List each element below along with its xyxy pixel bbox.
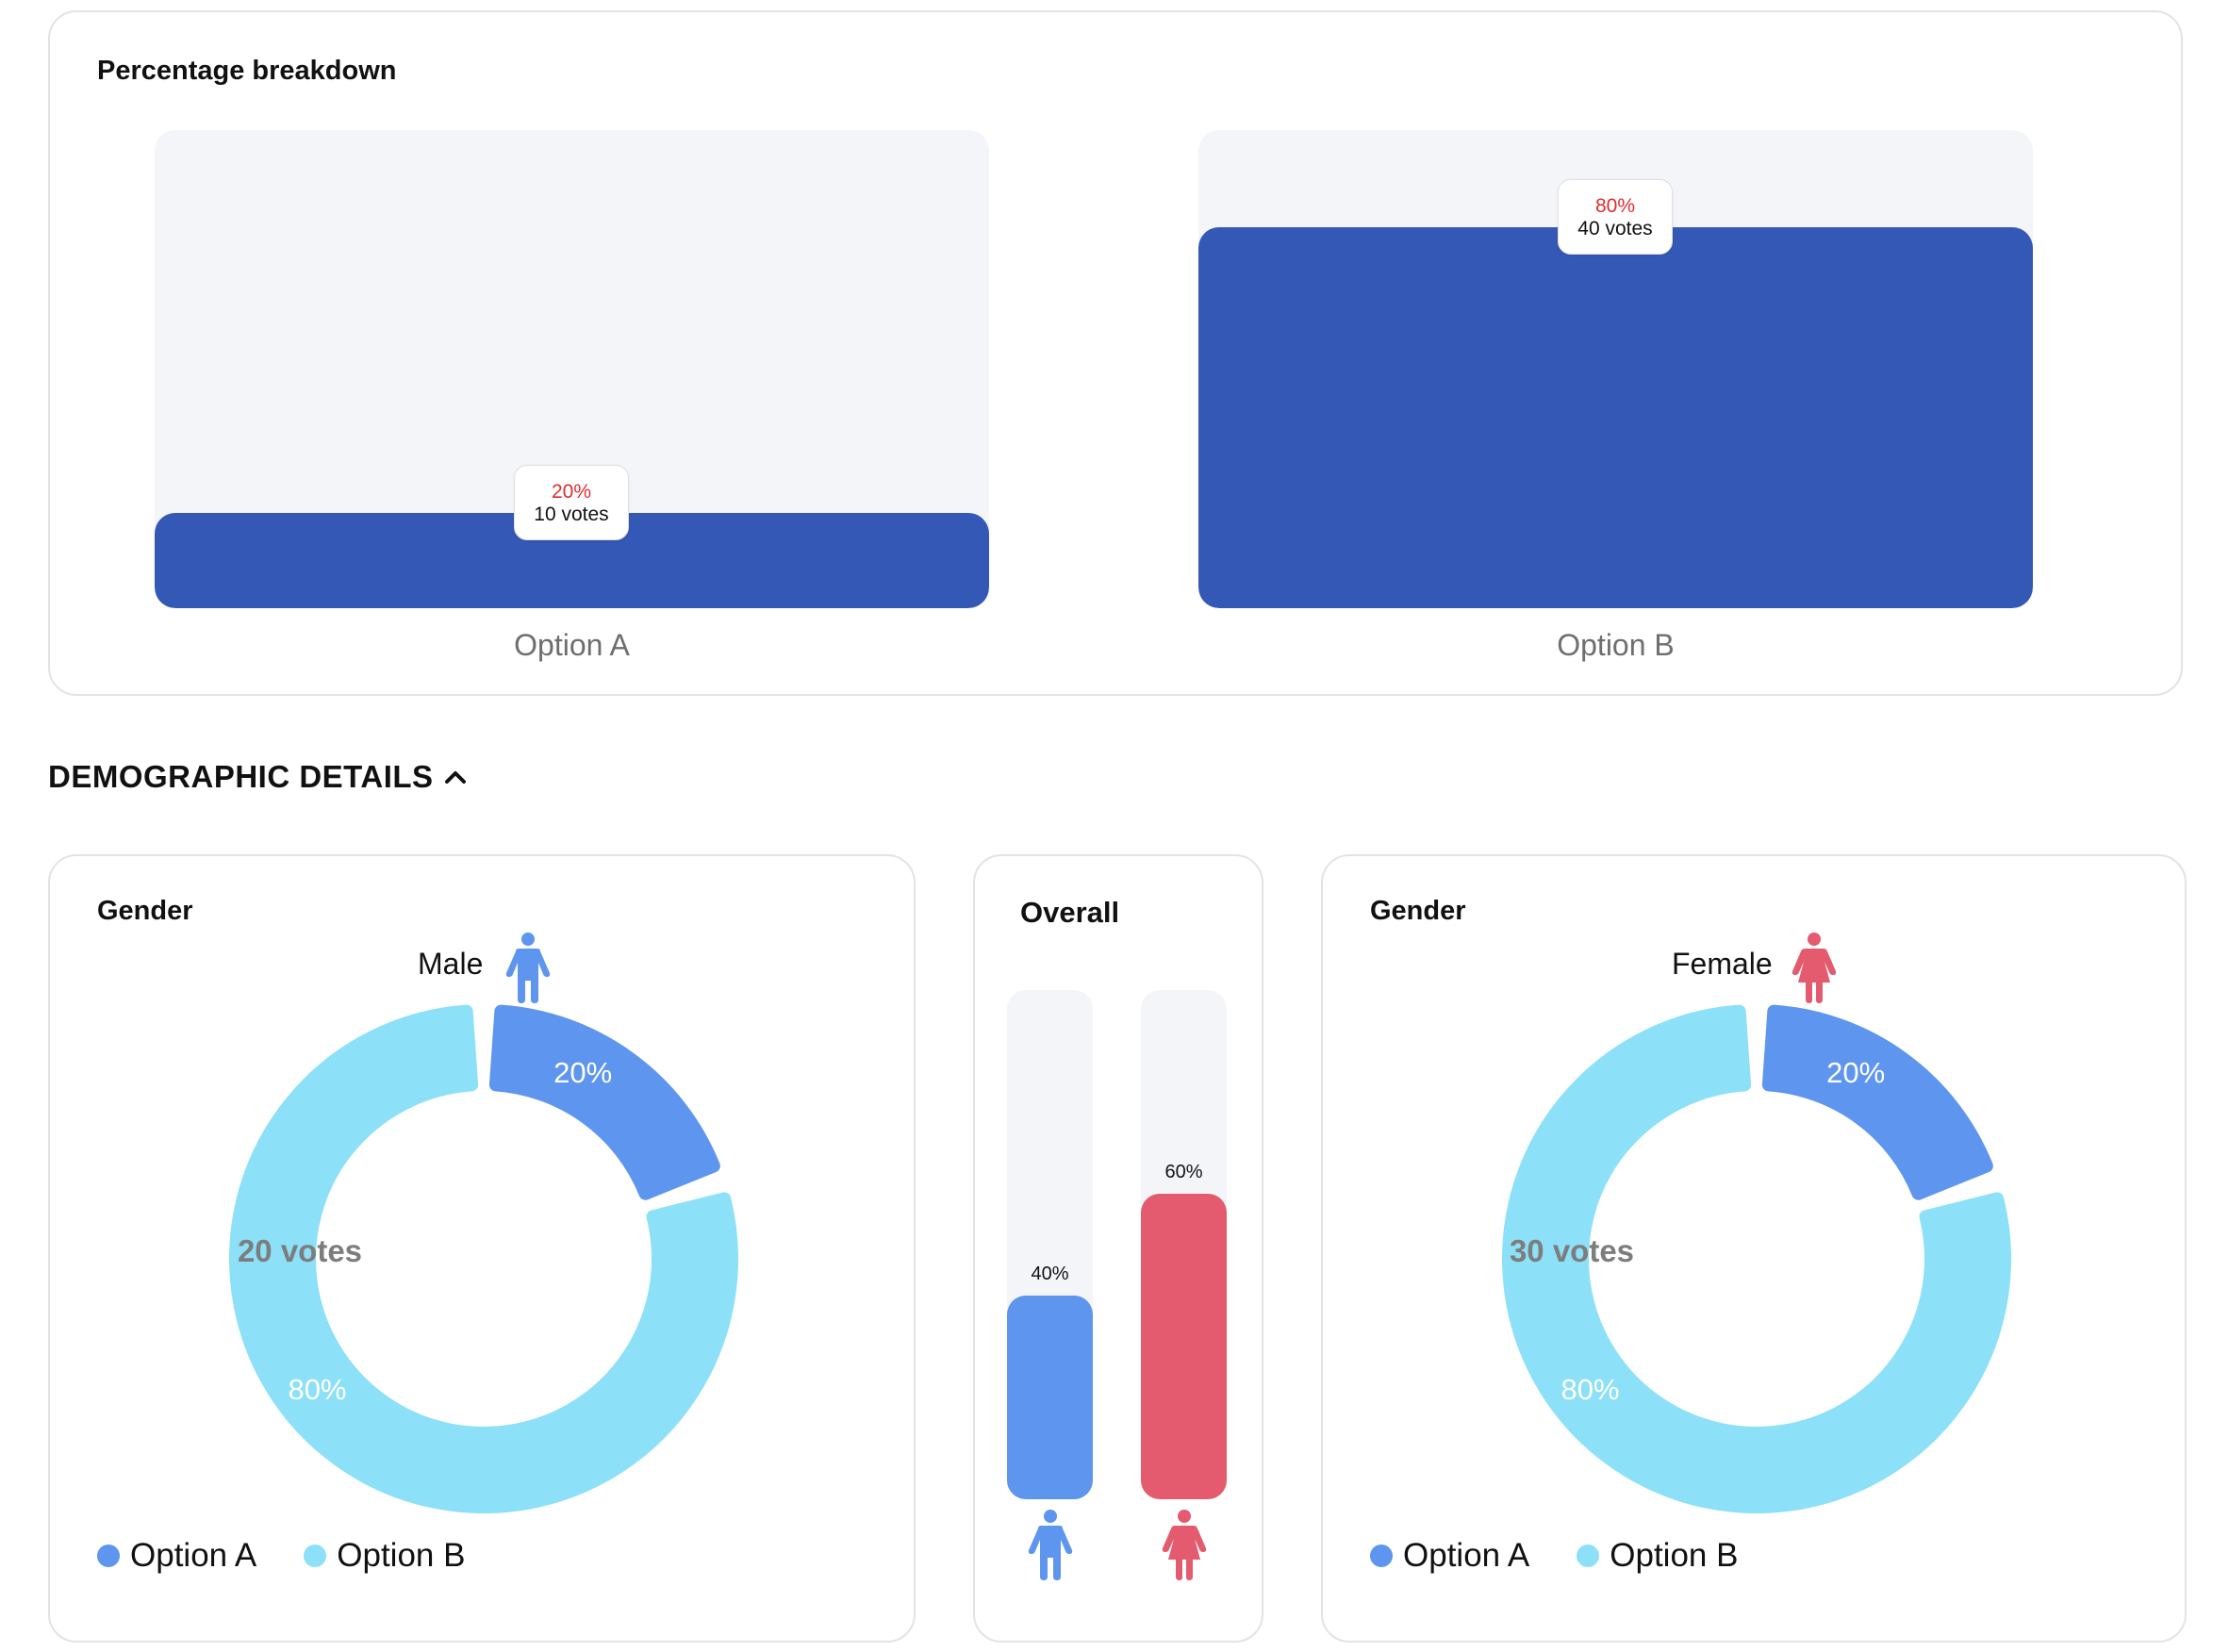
female-donut-label-option-a: 20% — [1826, 1056, 1885, 1089]
male-legend: Option A Option B — [97, 1537, 512, 1575]
legend-label-option-b: Option B — [1610, 1537, 1739, 1574]
female-legend: Option A Option B — [1370, 1537, 1785, 1575]
male-donut-slice-option-b — [229, 1004, 738, 1513]
legend-dot-option-b — [1577, 1545, 1600, 1567]
legend-dot-option-a — [97, 1545, 120, 1567]
demographic-details-heading: DEMOGRAPHIC DETAILS — [48, 759, 434, 794]
overall-male-fill — [1007, 1296, 1093, 1499]
male-donut-chart: 20% 80% — [229, 1004, 738, 1513]
female-gender-card: Gender Female 20% 80% 30 votes Option A O… — [1321, 854, 2187, 1643]
male-card-title: Gender — [97, 896, 193, 926]
overall-card: Overall 40% 60% — [973, 854, 1263, 1643]
overall-card-title: Overall — [1020, 896, 1120, 929]
legend-label-option-a: Option A — [1403, 1537, 1530, 1574]
demographic-details-toggle[interactable]: DEMOGRAPHIC DETAILS — [48, 759, 468, 795]
female-card-title: Gender — [1370, 896, 1466, 926]
legend-item-option-a: Option A — [1370, 1537, 1529, 1575]
option-b-label: Option B — [1557, 628, 1675, 662]
option-a-percent: 20% — [551, 481, 592, 503]
female-donut-slice-option-b — [1502, 1004, 2011, 1513]
overall-female-fill — [1141, 1194, 1227, 1499]
female-donut-label-option-b: 80% — [1560, 1373, 1619, 1406]
breakdown-title: Percentage breakdown — [97, 56, 397, 86]
female-donut-chart: 20% 80% — [1502, 1004, 2011, 1513]
legend-label-option-b: Option B — [337, 1537, 466, 1574]
male-donut-slice-option-a — [488, 1004, 720, 1200]
female-label: Female — [1672, 947, 1773, 981]
overall-male-percent: 40% — [1031, 1264, 1069, 1284]
chevron-up-icon — [444, 771, 466, 784]
option-b-percent: 80% — [1594, 195, 1636, 217]
option-b-votes: 40 votes — [1577, 218, 1653, 240]
overall-male-track — [1007, 990, 1093, 1499]
male-label: Male — [418, 947, 484, 981]
option-b-track — [1198, 130, 2033, 608]
male-person-icon — [1028, 1510, 1073, 1580]
male-donut-label-option-b: 80% — [288, 1373, 346, 1406]
percentage-breakdown-card: Percentage breakdown 20% 10 votes Option… — [48, 10, 2183, 696]
female-donut-slice-option-a — [1761, 1004, 1993, 1200]
option-a-label: Option A — [514, 628, 630, 662]
female-person-icon — [1162, 1510, 1207, 1580]
overall-female-track — [1141, 990, 1227, 1499]
male-donut-label-option-a: 20% — [553, 1056, 612, 1089]
legend-label-option-a: Option A — [130, 1537, 257, 1574]
option-b-fill — [1198, 227, 2033, 608]
legend-item-option-b: Option B — [304, 1537, 465, 1575]
legend-dot-option-a — [1370, 1545, 1393, 1567]
option-b-tooltip: 80% 40 votes — [1558, 179, 1673, 255]
legend-item-option-a: Option A — [97, 1537, 256, 1575]
legend-item-option-b: Option B — [1577, 1537, 1738, 1575]
male-person-icon — [505, 933, 551, 1003]
overall-female-percent: 60% — [1164, 1162, 1203, 1182]
male-total-votes: 20 votes — [237, 1233, 363, 1268]
female-total-votes: 30 votes — [1509, 1233, 1635, 1268]
option-a-tooltip: 20% 10 votes — [514, 465, 629, 540]
female-person-icon — [1791, 933, 1837, 1003]
male-gender-card: Gender Male 20% 80% 20 votes Option A Opt… — [48, 854, 916, 1643]
option-a-votes: 10 votes — [534, 504, 609, 525]
legend-dot-option-b — [304, 1545, 327, 1567]
